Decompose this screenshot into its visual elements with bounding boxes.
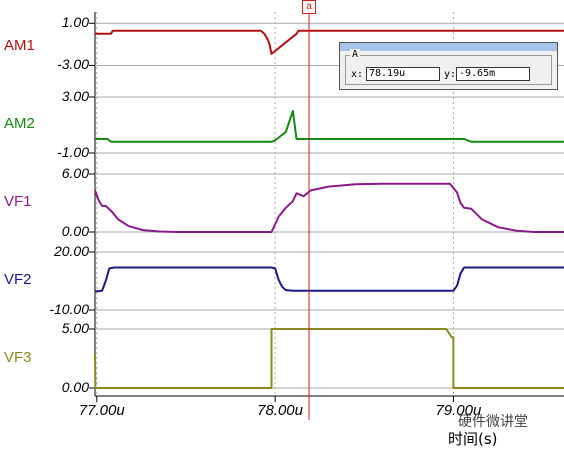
series-label-am2: AM2 xyxy=(4,115,35,132)
cursor-marker-a[interactable]: a xyxy=(301,0,316,14)
series-label-vf3: VF3 xyxy=(4,348,32,366)
readout-group-title: A xyxy=(350,49,361,60)
y-tick-label: 1.00 xyxy=(61,14,89,31)
series-label-vf1: VF1 xyxy=(4,193,32,210)
x-axis-label: 时间(s) xyxy=(448,430,498,448)
x-tick-label: 79.00u xyxy=(435,402,482,419)
x-tick-label: 78.00u xyxy=(257,402,303,419)
series-label-vf2: VF2 xyxy=(4,271,32,288)
readout-group xyxy=(345,55,552,85)
series-vf2-line xyxy=(95,266,564,293)
y-readout-label: y: xyxy=(444,69,457,80)
x-readout-field[interactable]: 78.19u xyxy=(366,67,440,81)
series-vf3-line xyxy=(94,328,564,389)
y-tick-label: -1.00 xyxy=(57,144,89,160)
series-am1-line xyxy=(95,29,564,55)
y-readout-field[interactable]: -9.65m xyxy=(456,67,530,81)
y-tick-label: -3.00 xyxy=(57,56,89,73)
y-tick-label: 20.00 xyxy=(53,243,89,259)
y-tick-label: 5.00 xyxy=(61,320,89,336)
cursor-readout-window[interactable]: A x: 78.19u y: -9.65m xyxy=(339,42,558,90)
y-tick-label: 6.00 xyxy=(61,165,89,181)
x-tick-label: 77.00u xyxy=(78,402,125,419)
watermark: 硬件微讲堂 xyxy=(458,414,528,430)
y-tick-label: 3.00 xyxy=(61,88,89,104)
series-vf1-line xyxy=(94,182,564,233)
y-tick-label: 0.00 xyxy=(61,379,89,395)
y-tick-label: 0.00 xyxy=(61,223,89,239)
y-tick-label: -10.00 xyxy=(49,301,89,317)
readout-title-bar[interactable] xyxy=(340,43,557,51)
series-label-am1: AM1 xyxy=(4,37,35,54)
series-am2-line xyxy=(95,110,564,143)
x-readout-label: x: xyxy=(351,69,364,80)
